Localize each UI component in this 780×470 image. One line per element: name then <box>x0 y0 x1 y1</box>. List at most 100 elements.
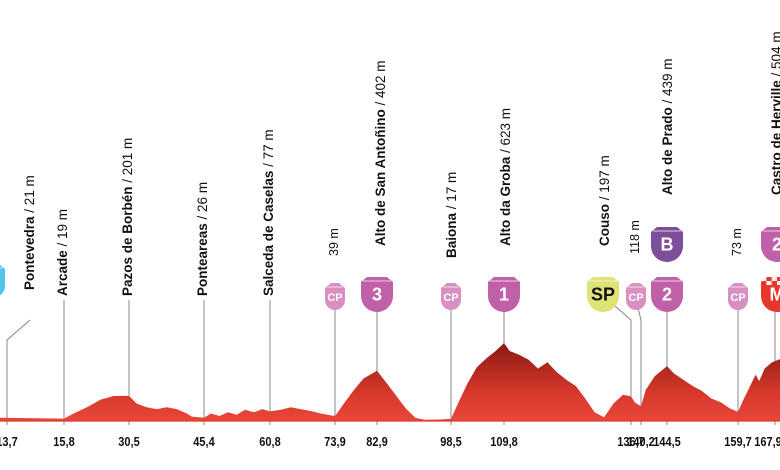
climb-badge-11-text: 2 <box>662 284 672 304</box>
waypoint-label-8: Alto da Groba / 623 m <box>498 108 513 246</box>
climb-badge-8-shape <box>488 277 520 312</box>
bonus-badge-11-text: B <box>661 234 674 254</box>
cp-badge-10-shape <box>626 283 646 310</box>
km-tick-4: 60,8 <box>259 435 281 449</box>
waypoint-alt-1: / 19 m <box>55 209 70 250</box>
waypoint-alt-12: 73 m <box>730 228 744 256</box>
waypoint-name-4: Salceda de Caselas <box>261 171 276 296</box>
bonus-badge-11: B <box>651 227 683 262</box>
sprint-badge-text: SP <box>591 284 615 304</box>
waypoint-label-12: 73 m <box>730 228 744 256</box>
sprint-badge-stripe <box>589 280 617 282</box>
waypoint-alt-11: / 439 m <box>660 58 675 107</box>
waypoint-alt-9: / 197 m <box>597 155 612 204</box>
waypoint-label-13: Castro de Herville / 504 m <box>769 31 780 195</box>
km-tick-3: 45,4 <box>193 435 215 449</box>
waypoint-label-0: Pontevedra / 21 m <box>22 175 37 290</box>
bonus-badge-13-text: 2 <box>772 234 780 254</box>
waypoint-alt-7: / 17 m <box>444 172 459 213</box>
waypoint-label-11: Alto de Prado / 439 m <box>660 58 675 195</box>
waypoint-alt-8: / 623 m <box>498 108 513 157</box>
cp-badge-12-shape <box>728 283 748 310</box>
finish-badge-text: M <box>770 284 780 304</box>
climb-badge-8-stripe <box>490 280 518 282</box>
cp-badge-7-text: CP <box>443 292 458 304</box>
bonus-badge-13-shape <box>761 227 780 262</box>
waypoint-name-11: Alto de Prado <box>660 107 675 195</box>
climb-badge-8-text: 1 <box>499 284 509 304</box>
start-badge <box>0 264 5 296</box>
waypoint-alt-2: / 201 m <box>120 138 135 187</box>
waypoint-alt-10: 118 m <box>628 220 642 254</box>
waypoint-name-6: Alto de San Antoñino <box>373 109 388 246</box>
waypoint-badges: CP 3 CP 1 SP CP 2 B CP M 2 <box>0 227 780 312</box>
km-tick-8: 109,8 <box>490 435 518 449</box>
cp-badge-10: CP <box>626 283 646 310</box>
guide-line-0 <box>6 319 31 425</box>
bonus-badge-11-stripe <box>653 230 681 232</box>
cp-badge-5-text: CP <box>327 292 342 304</box>
waypoint-alt-5: 39 m <box>327 228 341 256</box>
waypoint-name-1: Arcade <box>55 250 70 296</box>
cp-badge-12: CP <box>728 283 748 310</box>
finish-badge-checker <box>766 281 772 285</box>
waypoint-name-8: Alto da Groba <box>498 156 513 246</box>
waypoint-alt-0: / 21 m <box>22 175 37 216</box>
waypoint-alt-4: / 77 m <box>261 129 276 170</box>
km-tick-6: 82,9 <box>366 435 388 449</box>
km-tick-2: 30,5 <box>118 435 140 449</box>
km-tick-0: 13,7 <box>0 435 18 449</box>
waypoint-alt-6: / 402 m <box>373 60 388 109</box>
km-tick-5: 73,9 <box>324 435 346 449</box>
climb-badge-6-text: 3 <box>372 284 382 304</box>
waypoint-label-2: Pazos de Borbén / 201 m <box>120 138 135 296</box>
climb-badge-6-stripe <box>363 280 391 282</box>
cp-badge-12-stripe <box>730 286 746 288</box>
guide-line-9 <box>607 299 632 425</box>
climb-badge-6-shape <box>361 277 393 312</box>
cp-badge-10-text: CP <box>628 292 643 304</box>
waypoint-name-3: Ponteareas <box>195 223 210 296</box>
bonus-badge-11-shape <box>651 227 683 262</box>
profile-area <box>0 343 780 421</box>
sprint-badge: SP <box>587 277 619 312</box>
cp-badge-5: CP <box>325 283 345 310</box>
waypoint-name-0: Pontevedra <box>22 216 37 290</box>
start-badge-stripe <box>0 267 3 269</box>
cp-badge-5-shape <box>325 283 345 310</box>
waypoint-label-9: Couso / 197 m <box>597 155 612 246</box>
cp-badge-7-stripe <box>443 286 459 288</box>
waypoint-label-1: Arcade / 19 m <box>55 209 70 296</box>
km-tick-11: 144,5 <box>653 435 681 449</box>
climb-badge-6: 3 <box>361 277 393 312</box>
climb-badge-8: 1 <box>488 277 520 312</box>
climb-badge-11-stripe <box>653 280 681 282</box>
km-tick-7: 98,5 <box>440 435 462 449</box>
finish-badge-shape <box>761 277 780 312</box>
bonus-badge-13: 2 <box>761 227 780 262</box>
finish-badge-checker <box>771 277 777 281</box>
waypoint-name-7: Baiona <box>444 212 459 258</box>
finish-badge: M <box>761 277 780 312</box>
bonus-badge-13-stripe <box>763 230 780 232</box>
waypoint-label-5: 39 m <box>327 228 341 256</box>
waypoint-labels: Pontevedra / 21 m Arcade / 19 m Pazos de B… <box>22 31 780 296</box>
waypoint-label-10: 118 m <box>628 220 642 254</box>
sprint-badge-shape <box>587 277 619 312</box>
finish-badge-checker <box>761 277 767 281</box>
km-tick-1: 15,8 <box>53 435 75 449</box>
climb-badge-11-shape <box>651 277 683 312</box>
waypoint-name-9: Couso <box>597 204 612 246</box>
cp-badge-7-shape <box>441 283 461 310</box>
waypoint-alt-13: / 504 m <box>769 31 780 80</box>
km-tick-10: 140,2 <box>627 435 655 449</box>
cp-badge-10-stripe <box>628 286 644 288</box>
waypoint-alt-3: / 26 m <box>195 182 210 223</box>
km-tick-9: 136,7 <box>617 435 645 449</box>
waypoint-name-2: Pazos de Borbén <box>120 186 135 296</box>
finish-badge-checker <box>777 281 780 285</box>
waypoint-label-4: Salceda de Caselas / 77 m <box>261 129 276 296</box>
km-axis: 13,7 15,8 30,5 45,4 60,8 73,9 82,9 98,5 109,8 136… <box>0 435 780 449</box>
km-tick-12: 159,7 <box>724 435 752 449</box>
